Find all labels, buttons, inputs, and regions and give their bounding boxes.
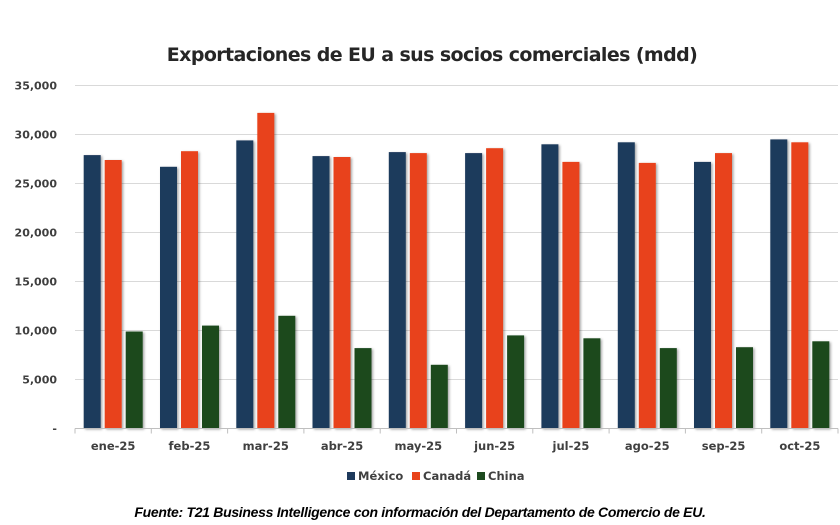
x-tick-label: ago-25 bbox=[625, 439, 670, 453]
y-tick-label: 15,000 bbox=[15, 276, 58, 289]
x-tick-label: abr-25 bbox=[321, 439, 363, 453]
bar-mxico-sep-25 bbox=[694, 161, 711, 429]
bar-canad-sep-25 bbox=[715, 153, 732, 429]
y-tick-label: - bbox=[52, 423, 57, 436]
x-tick-label: oct-25 bbox=[779, 439, 820, 453]
bar-canad-feb-25 bbox=[181, 151, 198, 429]
legend-label: Canadá bbox=[423, 469, 471, 483]
bar-china-mar-25 bbox=[278, 315, 296, 429]
bar-mxico-jul-25 bbox=[541, 144, 559, 429]
x-tick-label: may-25 bbox=[395, 439, 443, 453]
x-tick-label: mar-25 bbox=[243, 439, 289, 453]
legend-swatch-canad bbox=[412, 472, 420, 480]
bar-mxico-ago-25 bbox=[617, 142, 635, 429]
x-tick-label: sep-25 bbox=[702, 439, 746, 453]
legend: México Canadá China bbox=[347, 469, 525, 483]
bar-canad-ene-25 bbox=[104, 160, 122, 429]
bar-china-abr-25 bbox=[354, 348, 372, 429]
bar-china-may-25 bbox=[430, 364, 448, 429]
chart-title: Exportaciones de EU a sus socios comerci… bbox=[167, 44, 697, 66]
bar-china-jun-25 bbox=[507, 335, 525, 429]
bar-mxico-abr-25 bbox=[312, 156, 330, 429]
y-tick-label: 20,000 bbox=[15, 227, 58, 240]
legend-swatch-china bbox=[477, 472, 485, 480]
y-tick-label: 10,000 bbox=[15, 325, 58, 338]
bar-china-feb-25 bbox=[202, 325, 219, 429]
bar-china-jul-25 bbox=[583, 338, 601, 429]
legend-label: México bbox=[358, 469, 403, 483]
bar-mxico-feb-25 bbox=[160, 166, 177, 429]
bar-china-ago-25 bbox=[659, 348, 677, 429]
legend-swatch-mxico bbox=[347, 472, 355, 480]
bar-canad-may-25 bbox=[409, 153, 427, 429]
bar-china-ene-25 bbox=[125, 331, 143, 429]
bar-mxico-jun-25 bbox=[465, 153, 483, 429]
bar-canad-abr-25 bbox=[333, 157, 351, 429]
bar-canad-jul-25 bbox=[562, 161, 580, 429]
bar-canad-mar-25 bbox=[257, 112, 275, 429]
y-tick-label: 35,000 bbox=[15, 80, 58, 93]
y-tick-label: 30,000 bbox=[15, 129, 58, 142]
x-tick-label: jun-25 bbox=[473, 439, 515, 453]
bar-canad-jun-25 bbox=[486, 148, 504, 429]
bar-china-oct-25 bbox=[812, 341, 830, 429]
bar-mxico-may-25 bbox=[388, 152, 406, 429]
legend-label: China bbox=[488, 469, 525, 483]
bars bbox=[83, 112, 830, 429]
bar-china-sep-25 bbox=[736, 347, 753, 429]
source-note: Fuente: T21 Business Intelligence con in… bbox=[134, 504, 706, 520]
bar-canad-ago-25 bbox=[638, 162, 656, 429]
x-tick-label: feb-25 bbox=[169, 439, 211, 453]
x-axis-ticks: ene-25 feb-25 mar-25 abr-25 may-25 jun-25 jul-… bbox=[91, 439, 820, 453]
x-tick-label: jul-25 bbox=[552, 439, 590, 453]
bar-mxico-ene-25 bbox=[83, 155, 101, 429]
y-tick-label: 5,000 bbox=[22, 374, 57, 387]
bar-mxico-oct-25 bbox=[770, 139, 788, 429]
bar-mxico-mar-25 bbox=[236, 140, 254, 429]
bar-canad-oct-25 bbox=[791, 142, 809, 429]
y-axis-ticks: - 5,000 10,000 15,000 20,000 25,000 30,000 35,0… bbox=[15, 80, 58, 436]
y-tick-label: 25,000 bbox=[15, 178, 58, 191]
x-axis bbox=[74, 428, 839, 434]
x-tick-label: ene-25 bbox=[91, 439, 136, 453]
